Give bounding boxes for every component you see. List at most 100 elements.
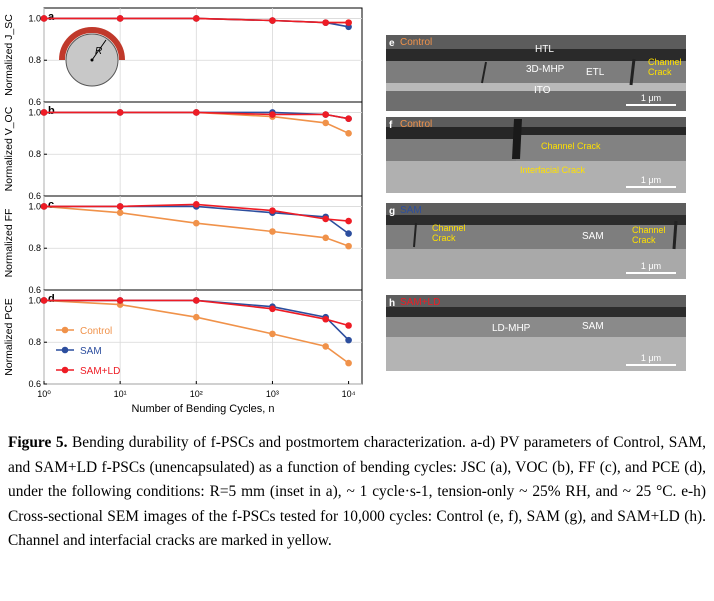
data-point: [345, 230, 352, 237]
data-point: [322, 19, 329, 26]
layer-label-etl: ETL: [586, 67, 605, 78]
sem-image-g: [386, 203, 686, 279]
data-point: [192, 313, 200, 321]
data-point: [345, 19, 352, 26]
data-point: [269, 17, 276, 24]
sem-letter: g: [389, 206, 396, 217]
y-axis-label: Normalized FF: [3, 209, 15, 278]
legend-marker: [61, 346, 69, 354]
data-point: [269, 330, 276, 338]
layer-label-sam: SAM: [582, 321, 604, 332]
data-point: [322, 119, 329, 127]
scale-bar: 1 μm: [626, 175, 676, 188]
sem-sample-label: Control: [400, 119, 433, 130]
legend-marker: [61, 366, 69, 374]
data-point: [40, 297, 48, 304]
y-tick-label: 1.0: [28, 295, 41, 305]
layer-label-ld-mhp: LD-MHP: [492, 323, 531, 334]
inset-radius-label: R: [95, 46, 102, 57]
layer-label-ito: ITO: [534, 85, 551, 96]
panel-letter: c: [48, 199, 54, 211]
y-axis-label: Normalized PCE: [3, 298, 15, 376]
data-point: [322, 215, 329, 223]
y-tick-label: 1.0: [28, 107, 41, 117]
sem-panel-h: h SAM+LD LD-MHP SAM 1 μm: [386, 295, 686, 371]
data-point: [269, 207, 276, 214]
series-line-control: [43, 205, 349, 247]
y-tick-label: 0.8: [28, 337, 41, 347]
data-point: [116, 15, 124, 22]
data-point: [322, 315, 329, 323]
series-line-sam-ld: [44, 299, 349, 327]
data-point: [40, 109, 48, 116]
x-tick-label: 10⁴: [342, 389, 356, 399]
data-point: [269, 111, 276, 118]
y-tick-label: 1.0: [28, 201, 41, 211]
series-line-sam-ld: [44, 111, 349, 120]
data-point: [345, 359, 352, 367]
y-tick-label: 0.6: [28, 379, 41, 389]
layer-label-3d-mhp: 3D-MHP: [526, 64, 565, 75]
data-point: [192, 109, 200, 116]
panel-letter: b: [48, 105, 55, 117]
y-tick-label: 0.6: [28, 285, 41, 295]
data-point: [116, 297, 124, 304]
data-point: [116, 209, 124, 217]
bending-durability-chart: 1.0 0.8 0.6 a Normalized J_SC 1.0 0.8 0.6 b Norma…: [3, 7, 363, 415]
layer-label-sam: SAM: [582, 231, 604, 242]
y-tick-label: 0.8: [28, 243, 41, 253]
series-line-sam-ld: [44, 203, 349, 222]
x-tick-label: 10³: [266, 389, 279, 399]
inset-bent-film: [59, 27, 125, 61]
data-point: [116, 109, 124, 116]
data-point: [345, 217, 352, 225]
data-point: [322, 234, 329, 242]
series-line-control: [43, 299, 350, 364]
plot-frame-b: [43, 101, 363, 197]
series-line-sam-ld: [44, 17, 349, 24]
caption-text: Bending durability of f-PSCs and postmor…: [8, 434, 706, 549]
sem-letter: f: [389, 120, 393, 131]
legend-label: SAM+LD: [80, 366, 120, 377]
y-tick-label: 0.6: [28, 191, 41, 201]
legend-marker: [61, 326, 69, 334]
scale-bar: 1 μm: [626, 261, 676, 274]
scale-bar: 1 μm: [626, 353, 676, 366]
data-point: [192, 15, 200, 22]
data-point: [322, 343, 329, 350]
layer-label-htl: HTL: [535, 44, 554, 55]
figure-caption: Figure 5. Bending durability of f-PSCs a…: [8, 431, 706, 554]
y-tick-label: 0.8: [28, 55, 41, 65]
figure-label: Figure 5.: [8, 434, 68, 451]
y-axis-label: Normalized J_SC: [3, 14, 15, 96]
data-point: [269, 305, 276, 313]
data-point: [345, 336, 352, 344]
panel-letter: a: [48, 11, 55, 23]
legend-label: SAM: [80, 346, 102, 357]
x-axis-label: Number of Bending Cycles, n: [131, 403, 274, 415]
sem-panel-g: g SAM Channel Crack SAM Channel Crack 1 …: [386, 203, 686, 279]
y-axis-label: Normalized V_OC: [3, 106, 15, 191]
channel-crack-label: Channel Crack: [432, 223, 466, 243]
sem-letter: h: [389, 298, 396, 309]
data-point: [345, 115, 352, 123]
inset-radius-arrow: [91, 39, 107, 61]
x-tick-label: 10⁰: [37, 389, 51, 399]
data-point: [345, 322, 352, 329]
data-point: [192, 219, 200, 227]
sem-sample-label: SAM+LD: [400, 297, 441, 308]
channel-crack-label: Channel Crack: [648, 57, 682, 77]
data-point: [40, 203, 48, 210]
channel-crack-label: Channel Crack: [632, 225, 666, 245]
inset-center-dot: [90, 58, 94, 62]
data-point: [40, 15, 48, 22]
data-point: [269, 228, 276, 235]
sem-image-e: [386, 35, 686, 111]
y-tick-label: 1.0: [28, 13, 41, 23]
sem-image-h: [386, 295, 686, 371]
interfacial-crack-label: Interfacial Crack: [520, 165, 586, 175]
channel-crack-label: Channel Crack: [541, 141, 601, 151]
panel-letter: d: [48, 293, 55, 305]
data-point: [192, 201, 200, 208]
x-tick-label: 10¹: [114, 389, 127, 399]
